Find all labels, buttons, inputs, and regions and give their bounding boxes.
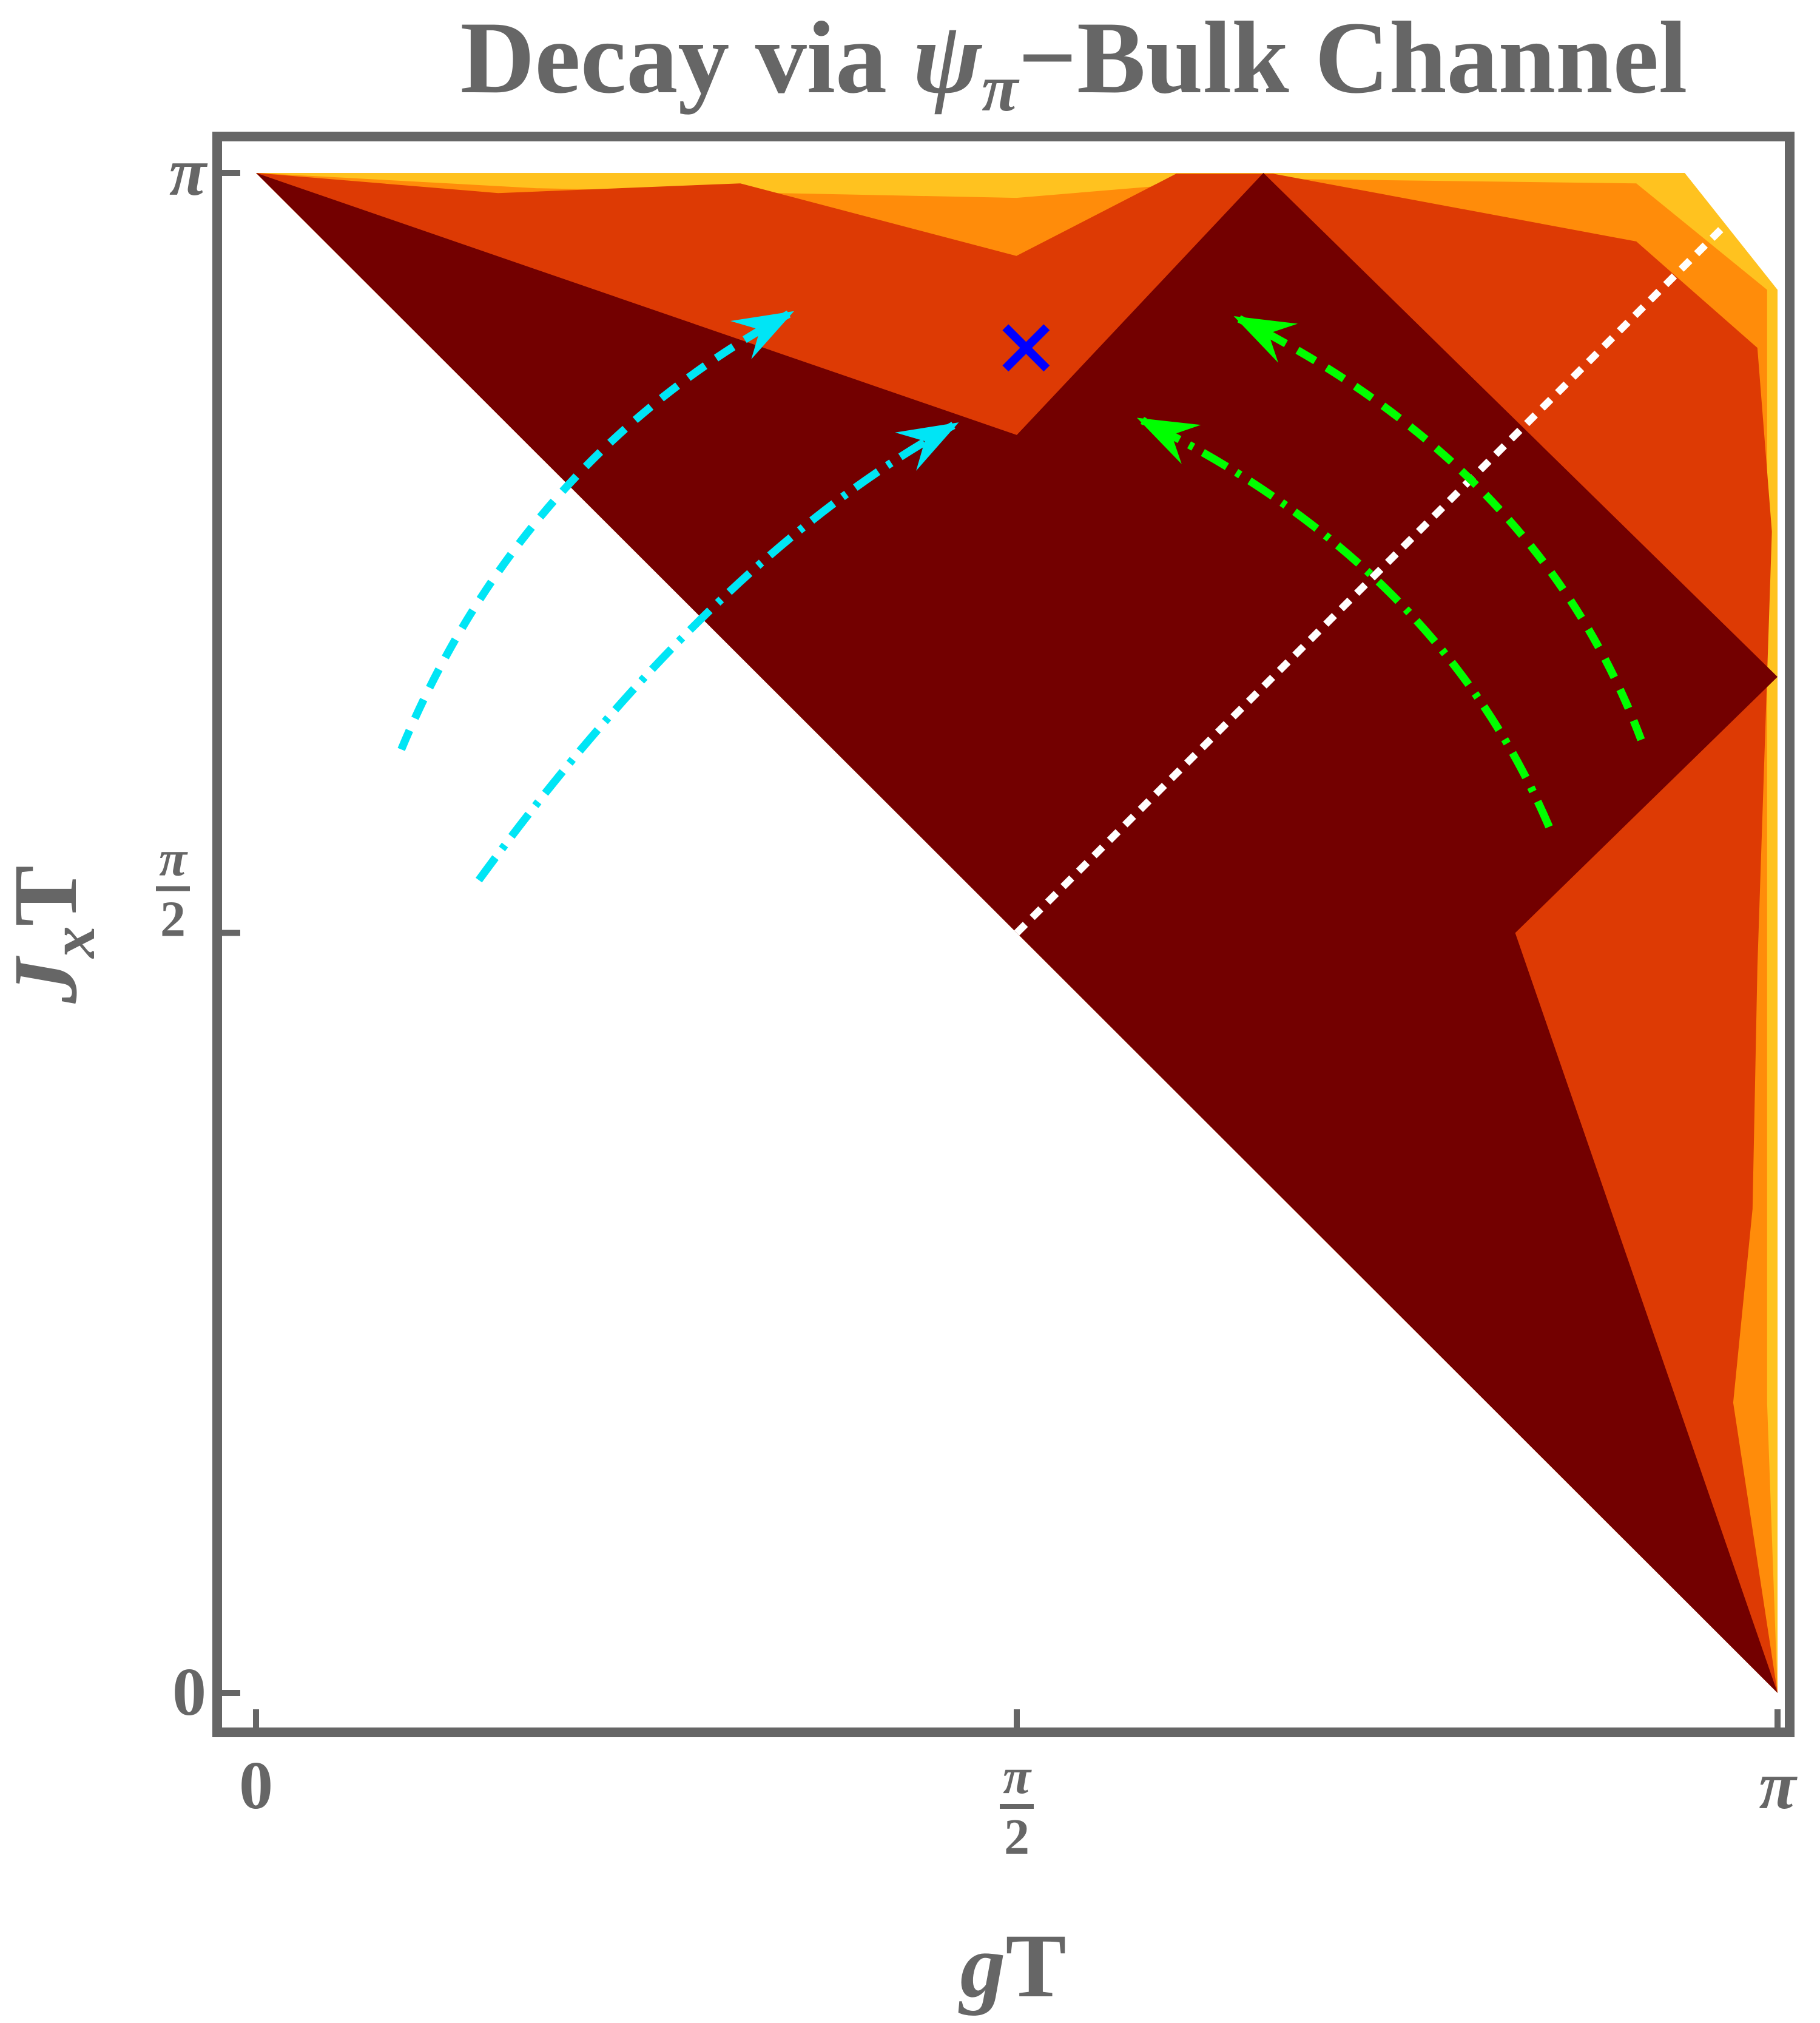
green-arrowhead-3: [1233, 316, 1298, 363]
y-axis-label: JxT: [0, 865, 108, 1004]
x-marker: [1002, 324, 1050, 372]
title-psi-subscript: π: [982, 51, 1020, 125]
x-axis-label: gT: [958, 1916, 1066, 2016]
plot-layer: [256, 173, 1778, 1693]
x-tick-numerator-1: π: [1003, 1748, 1032, 1805]
cyan-dashdot-arrow-2: [475, 422, 956, 883]
x-axis-label-T: T: [1005, 1916, 1066, 2016]
title-psi: ψ: [913, 1, 983, 115]
y-tick-label-0: 0: [172, 1655, 206, 1730]
green-dashed-arrow-3: [1237, 315, 1645, 741]
x-tick-label-1: π2: [1000, 1748, 1034, 1865]
plot-frame: [212, 132, 1795, 1737]
green-arrowhead-4: [1136, 417, 1201, 464]
y-tick-denominator-1: 2: [160, 891, 186, 948]
x-tick-text-0: 0: [239, 1748, 273, 1823]
x-marker-stroke-2: [1002, 324, 1050, 372]
x-tick-label-2: π: [1759, 1748, 1798, 1823]
title-part-1: Decay via: [460, 1, 913, 115]
y-tick-label-2: π: [169, 135, 208, 210]
y-axis-label-T: T: [0, 865, 96, 926]
x-tick-label-0: 0: [239, 1748, 273, 1823]
y-axis-label-J: J: [0, 956, 96, 1004]
y-tick-text-0: 0: [172, 1655, 206, 1730]
y-tick-numerator-1: π: [159, 831, 188, 887]
x-tick-denominator-1: 2: [1004, 1809, 1030, 1865]
y-tick-text-2: π: [169, 135, 208, 210]
green-dashdot-arrow-4: [1141, 417, 1553, 829]
x-tick-text-2: π: [1759, 1748, 1798, 1823]
cyan-arrowhead-2: [895, 422, 959, 471]
y-axis-label-x-subscript: x: [37, 926, 108, 959]
cyan-arrowhead-1: [730, 311, 794, 360]
title-part-2: −Bulk Channel: [1018, 1, 1687, 115]
x-axis-label-g: g: [958, 1916, 1005, 2016]
y-tick-label-1: π2: [156, 831, 190, 948]
chart-title: Decay via ψπ−Bulk Channel: [460, 1, 1688, 125]
